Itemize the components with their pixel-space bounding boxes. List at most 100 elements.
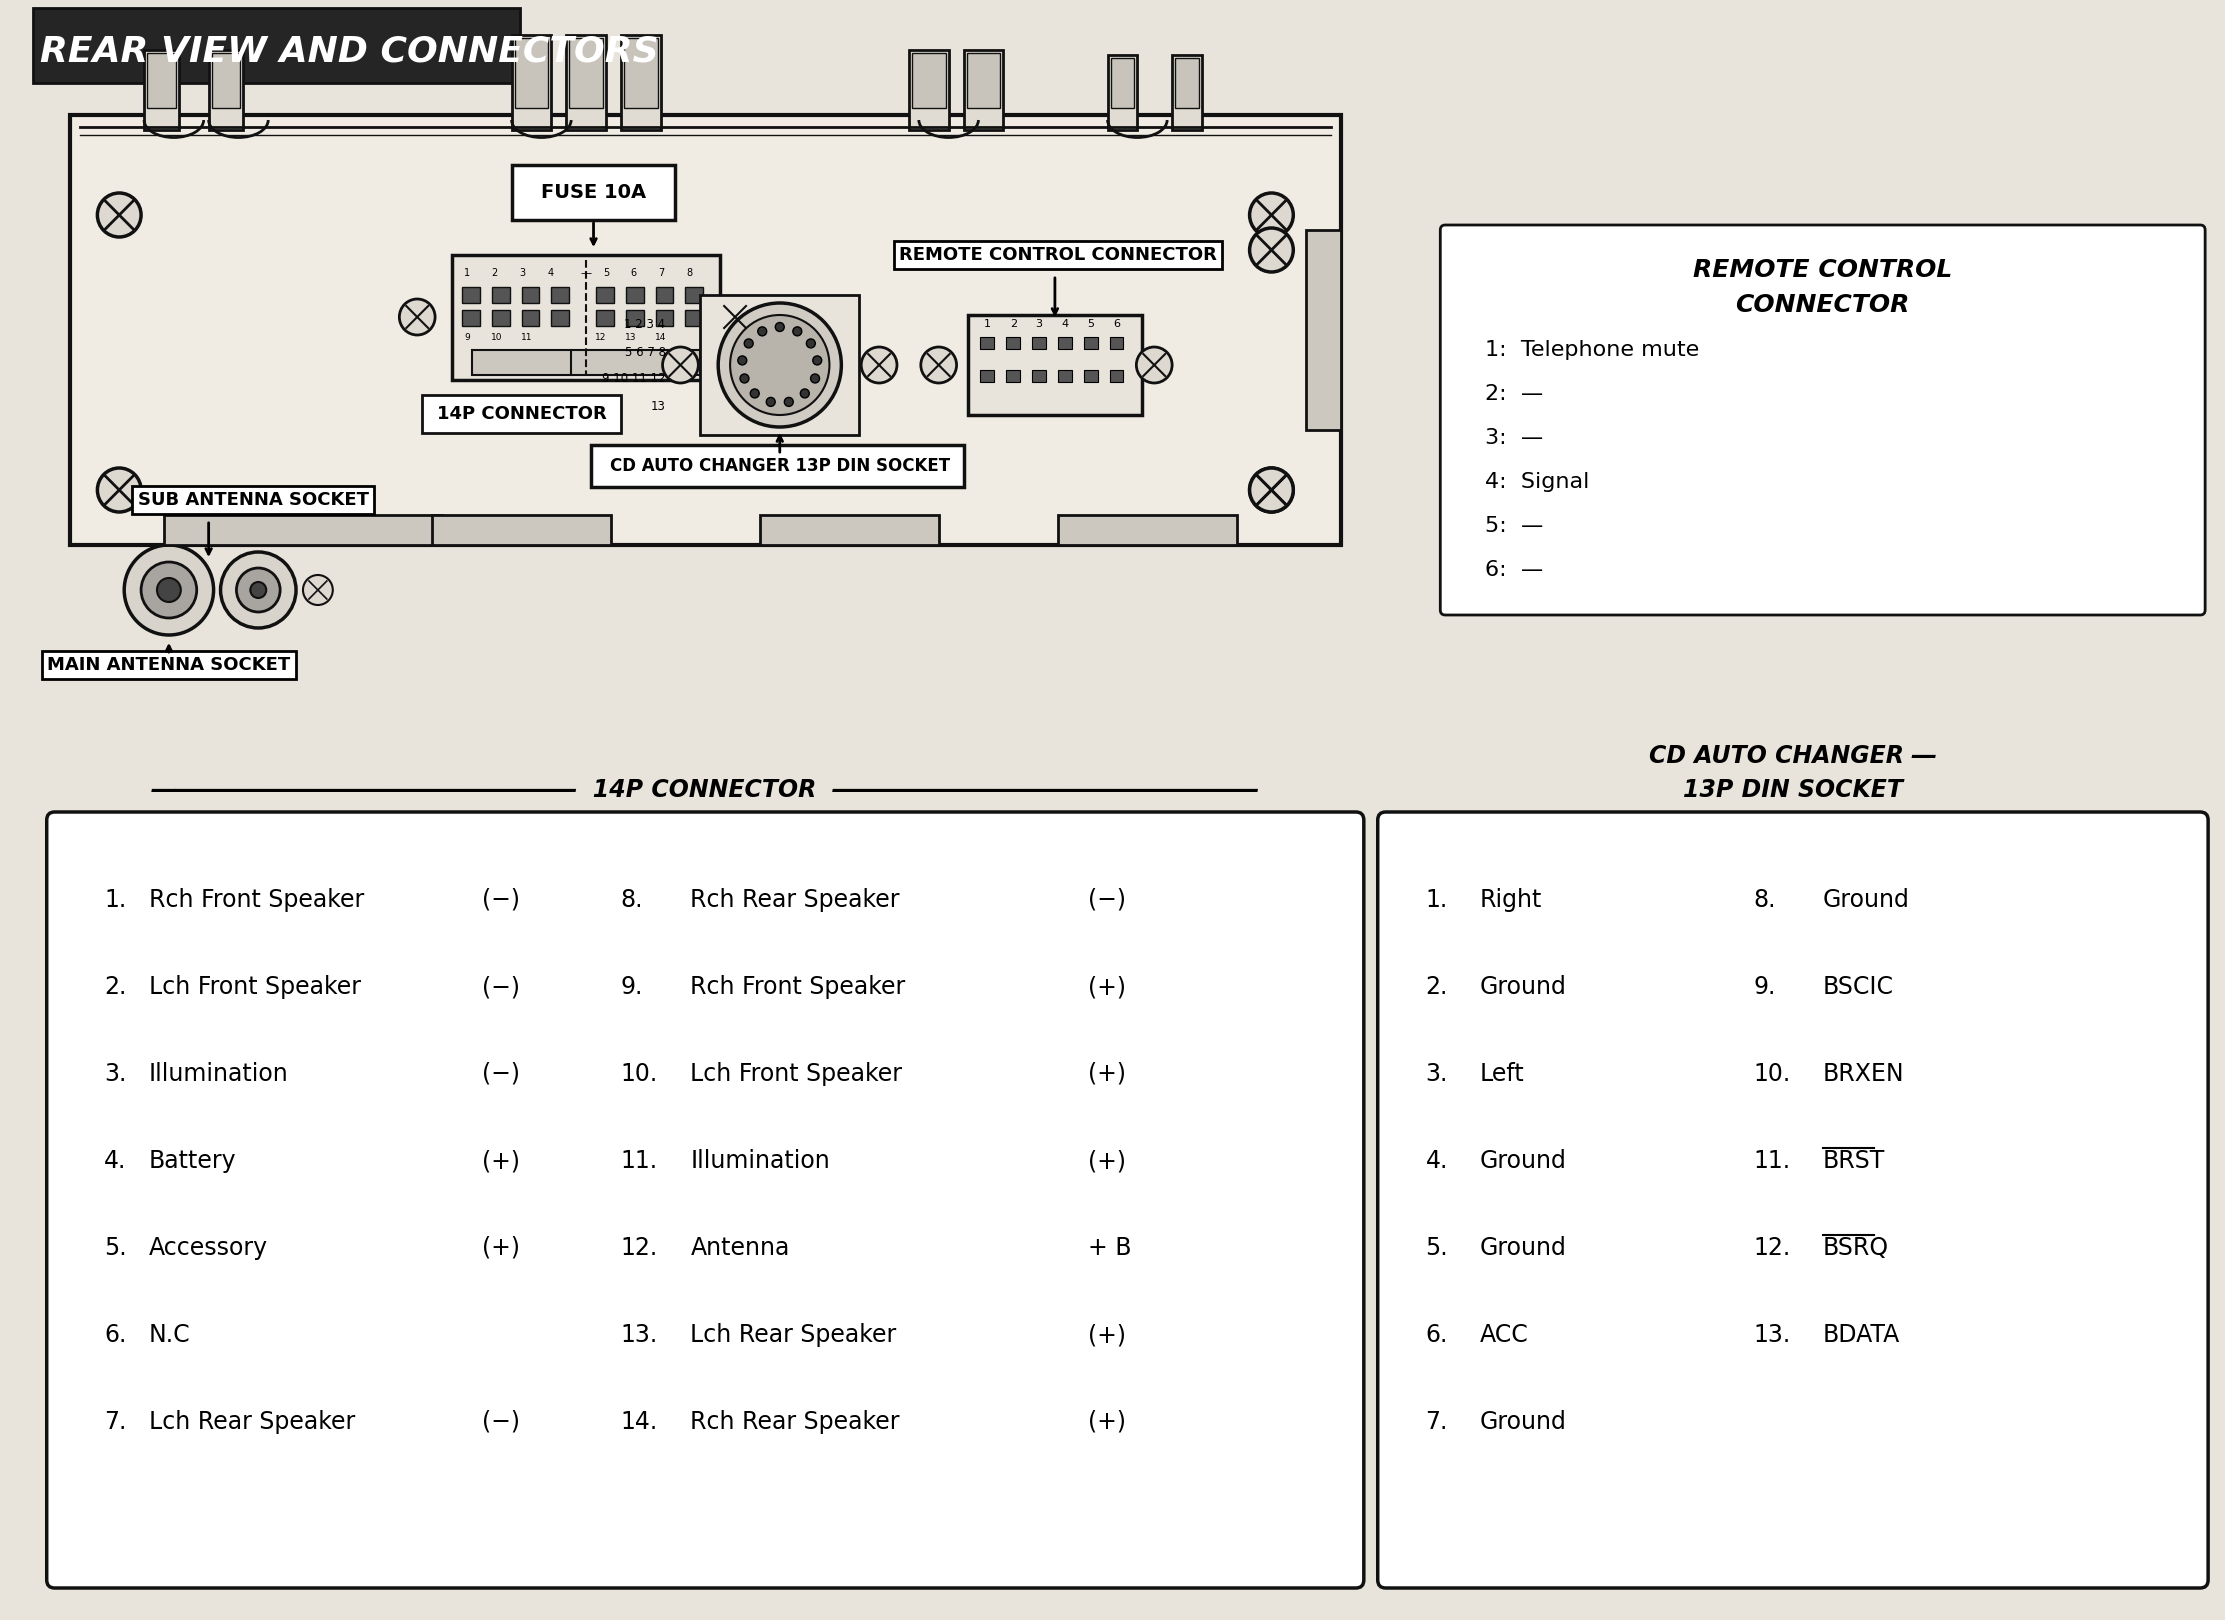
Circle shape [663, 347, 699, 382]
Text: SUB ANTENNA SOCKET: SUB ANTENNA SOCKET [138, 491, 369, 509]
Text: 11: 11 [521, 332, 532, 342]
Text: Ground: Ground [1480, 975, 1566, 1000]
Text: 14P CONNECTOR: 14P CONNECTOR [436, 405, 607, 423]
Text: 3.: 3. [1426, 1063, 1448, 1085]
Text: BRXEN: BRXEN [1822, 1063, 1905, 1085]
Text: 3: 3 [518, 267, 525, 279]
FancyBboxPatch shape [1032, 337, 1046, 348]
FancyBboxPatch shape [596, 287, 614, 303]
FancyBboxPatch shape [761, 515, 939, 544]
FancyBboxPatch shape [145, 50, 178, 130]
Text: REAR VIEW AND CONNECTORS: REAR VIEW AND CONNECTORS [40, 36, 659, 70]
FancyBboxPatch shape [147, 53, 176, 109]
Text: 6.: 6. [1426, 1324, 1448, 1346]
Text: 6.: 6. [105, 1324, 127, 1346]
FancyBboxPatch shape [1110, 337, 1124, 348]
Circle shape [236, 569, 280, 612]
Text: (−): (−) [483, 1409, 521, 1434]
Circle shape [1250, 468, 1293, 512]
Text: (+): (+) [483, 1149, 521, 1173]
Text: Illumination: Illumination [690, 1149, 830, 1173]
Text: N.C: N.C [149, 1324, 191, 1346]
FancyBboxPatch shape [981, 369, 995, 382]
Text: 13P DIN SOCKET: 13P DIN SOCKET [1682, 778, 1902, 802]
Circle shape [220, 552, 296, 629]
Text: ――――――――――――――――――  14P CONNECTOR  ――――――――――――――――――: ―――――――――――――――――― 14P CONNECTOR ―――――――… [151, 778, 1259, 802]
Circle shape [810, 374, 819, 382]
Text: Battery: Battery [149, 1149, 236, 1173]
Circle shape [251, 582, 267, 598]
FancyBboxPatch shape [968, 314, 1141, 415]
Text: 9 10 11 12: 9 10 11 12 [603, 373, 665, 386]
FancyBboxPatch shape [463, 309, 481, 326]
Text: 12.: 12. [621, 1236, 659, 1260]
FancyBboxPatch shape [1057, 369, 1072, 382]
Text: (−): (−) [483, 1063, 521, 1085]
Text: 2.: 2. [1426, 975, 1448, 1000]
Text: 1:  Telephone mute: 1: Telephone mute [1484, 340, 1700, 360]
Text: 3.: 3. [105, 1063, 127, 1085]
Text: Antenna: Antenna [690, 1236, 790, 1260]
FancyBboxPatch shape [621, 36, 661, 130]
Text: 5.: 5. [105, 1236, 127, 1260]
FancyBboxPatch shape [570, 37, 603, 109]
Text: 12.: 12. [1753, 1236, 1791, 1260]
Text: 6:  —: 6: — [1484, 561, 1544, 580]
Text: 6: 6 [630, 267, 636, 279]
Text: 5: 5 [1088, 319, 1095, 329]
Circle shape [812, 356, 821, 364]
Text: Ground: Ground [1822, 888, 1909, 912]
Text: 8.: 8. [621, 888, 643, 912]
Text: Rch Front Speaker: Rch Front Speaker [690, 975, 906, 1000]
FancyBboxPatch shape [211, 53, 240, 109]
Text: 14: 14 [654, 332, 665, 342]
Text: Lch Front Speaker: Lch Front Speaker [690, 1063, 903, 1085]
FancyBboxPatch shape [521, 309, 538, 326]
Text: (+): (+) [1088, 1324, 1126, 1346]
Text: 2:  —: 2: — [1484, 384, 1544, 403]
FancyBboxPatch shape [1306, 230, 1342, 429]
Text: 5 6 7 8: 5 6 7 8 [625, 345, 665, 358]
Text: 7.: 7. [1426, 1409, 1448, 1434]
FancyBboxPatch shape [596, 309, 614, 326]
Text: Right: Right [1480, 888, 1542, 912]
Circle shape [140, 562, 196, 617]
FancyBboxPatch shape [1377, 812, 2207, 1588]
FancyBboxPatch shape [908, 50, 948, 130]
FancyBboxPatch shape [552, 287, 570, 303]
FancyBboxPatch shape [623, 37, 659, 109]
Text: REMOTE CONTROL CONNECTOR: REMOTE CONTROL CONNECTOR [899, 246, 1217, 264]
FancyBboxPatch shape [512, 36, 552, 130]
FancyBboxPatch shape [656, 309, 674, 326]
Text: Rch Front Speaker: Rch Front Speaker [149, 888, 365, 912]
Text: Lch Rear Speaker: Lch Rear Speaker [690, 1324, 897, 1346]
Circle shape [730, 314, 830, 415]
Text: ACC: ACC [1480, 1324, 1529, 1346]
Circle shape [1250, 468, 1293, 512]
Text: 10.: 10. [621, 1063, 659, 1085]
Text: (−): (−) [483, 975, 521, 1000]
Circle shape [158, 578, 180, 603]
Text: (+): (+) [1088, 1063, 1126, 1085]
Text: 6: 6 [1112, 319, 1119, 329]
Text: 2: 2 [1010, 319, 1017, 329]
Text: 1: 1 [463, 267, 469, 279]
Text: 3:  —: 3: — [1484, 428, 1544, 449]
Circle shape [716, 300, 752, 335]
Text: 5:  —: 5: — [1484, 517, 1544, 536]
Circle shape [98, 468, 140, 512]
FancyBboxPatch shape [1032, 369, 1046, 382]
Text: Ground: Ground [1480, 1149, 1566, 1173]
Circle shape [398, 300, 436, 335]
Text: 2.: 2. [105, 975, 127, 1000]
Text: 10: 10 [492, 332, 503, 342]
Text: BRST: BRST [1822, 1149, 1885, 1173]
Text: (−): (−) [483, 888, 521, 912]
FancyBboxPatch shape [1006, 337, 1019, 348]
Text: 4: 4 [547, 267, 554, 279]
FancyBboxPatch shape [452, 254, 721, 381]
Text: 1.: 1. [105, 888, 127, 912]
Text: 5.: 5. [1426, 1236, 1448, 1260]
Text: 4.: 4. [1426, 1149, 1448, 1173]
Circle shape [921, 347, 957, 382]
